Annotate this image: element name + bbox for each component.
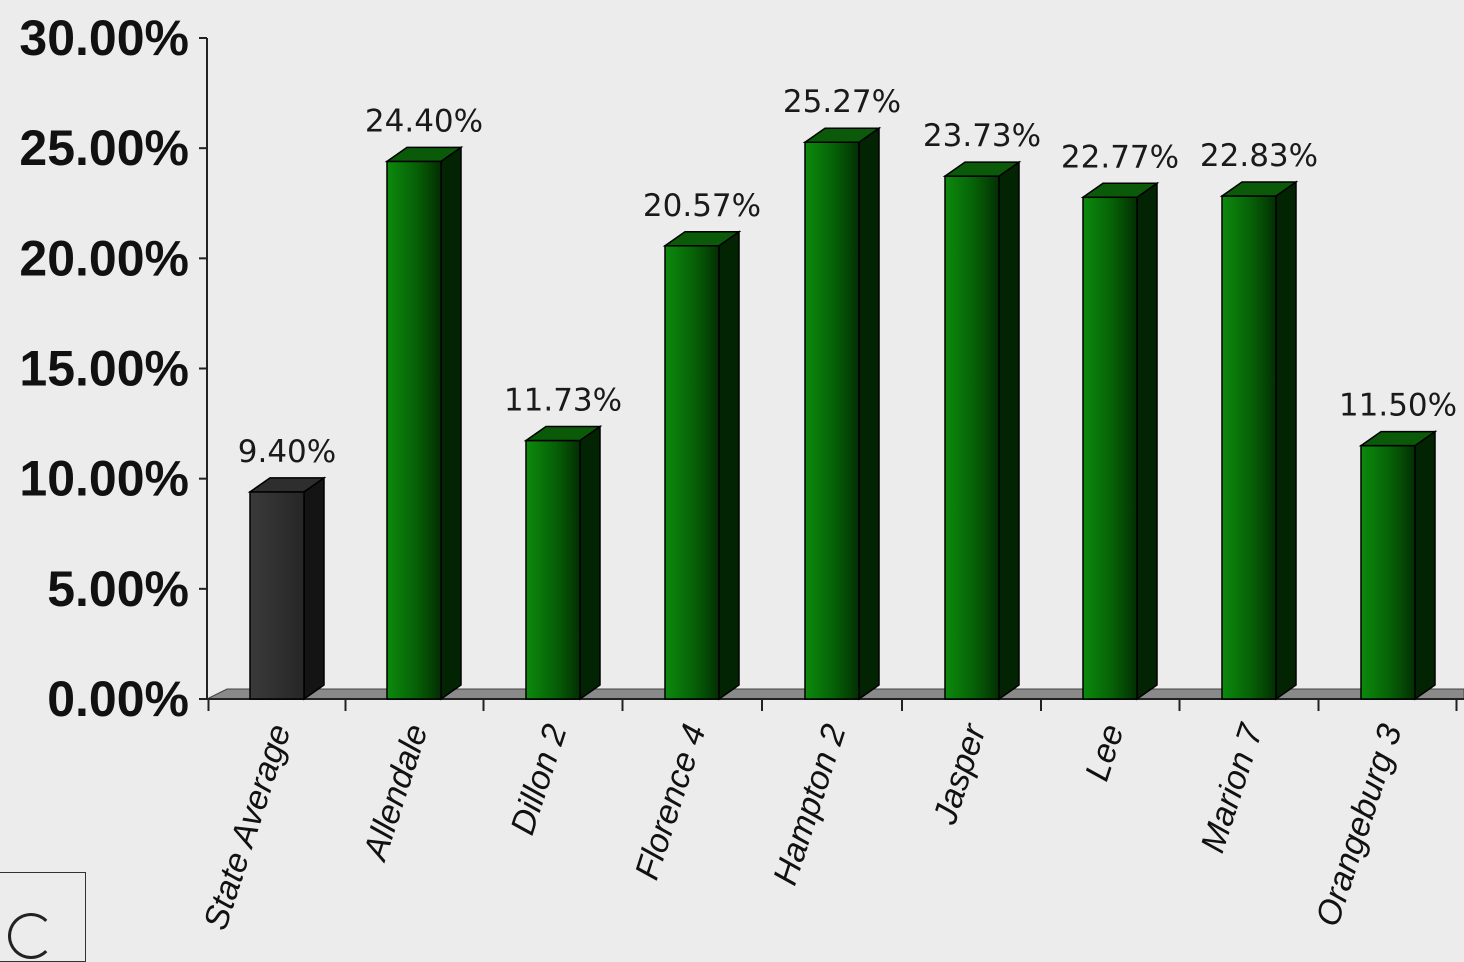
y-tick-label: 5.00%	[47, 561, 189, 617]
data-label: 11.73%	[504, 383, 622, 419]
bar	[942, 160, 1022, 701]
partial-icon-box	[0, 872, 86, 962]
data-labels: 9.40% 24.40% 11.73% 20.57% 25.27% 23.73% 22.77…	[238, 84, 1457, 470]
bar	[1358, 430, 1438, 701]
bar	[662, 230, 742, 701]
data-label: 22.83%	[1200, 138, 1318, 174]
data-label: 25.27%	[783, 84, 901, 120]
bar-series	[247, 126, 1438, 701]
y-tick-label: 30.00%	[19, 10, 189, 66]
y-tick-label: 15.00%	[19, 341, 189, 397]
x-tick-label: Jasper	[926, 718, 995, 829]
data-label: 11.50%	[1339, 388, 1457, 424]
y-axis-ticks: 0.00% 5.00% 10.00% 15.00% 20.00% 25.00% 30.00%	[19, 10, 207, 727]
x-tick-label: Dillon 2	[503, 720, 574, 840]
data-label: 23.73%	[923, 118, 1041, 154]
data-label: 9.40%	[238, 434, 336, 470]
x-tick-label: Lee	[1078, 720, 1132, 786]
data-label: 22.77%	[1061, 139, 1179, 175]
x-tick-label: State Average	[196, 720, 298, 935]
x-tick-label: Allendale	[356, 720, 436, 867]
bar	[1080, 181, 1160, 701]
data-label: 20.57%	[643, 188, 761, 224]
x-tick-label: Orangeburg 3	[1309, 720, 1410, 931]
bar	[1219, 180, 1299, 701]
y-tick-label: 20.00%	[19, 230, 189, 286]
x-tick-label: Florence 4	[628, 720, 714, 885]
data-label: 24.40%	[365, 103, 483, 139]
bar	[384, 145, 464, 701]
x-tick-label: Marion 7	[1194, 719, 1271, 858]
bar	[247, 476, 327, 701]
x-tick-label: Hampton 2	[766, 720, 854, 890]
y-tick-label: 0.00%	[47, 671, 189, 727]
circle-icon	[8, 913, 54, 959]
x-axis-ticks: State Average Allendale Dillon 2 Florence 4…	[196, 699, 1458, 935]
bar	[523, 425, 603, 701]
y-tick-label: 25.00%	[19, 120, 189, 176]
bar	[802, 126, 882, 701]
y-tick-label: 10.00%	[19, 451, 189, 507]
